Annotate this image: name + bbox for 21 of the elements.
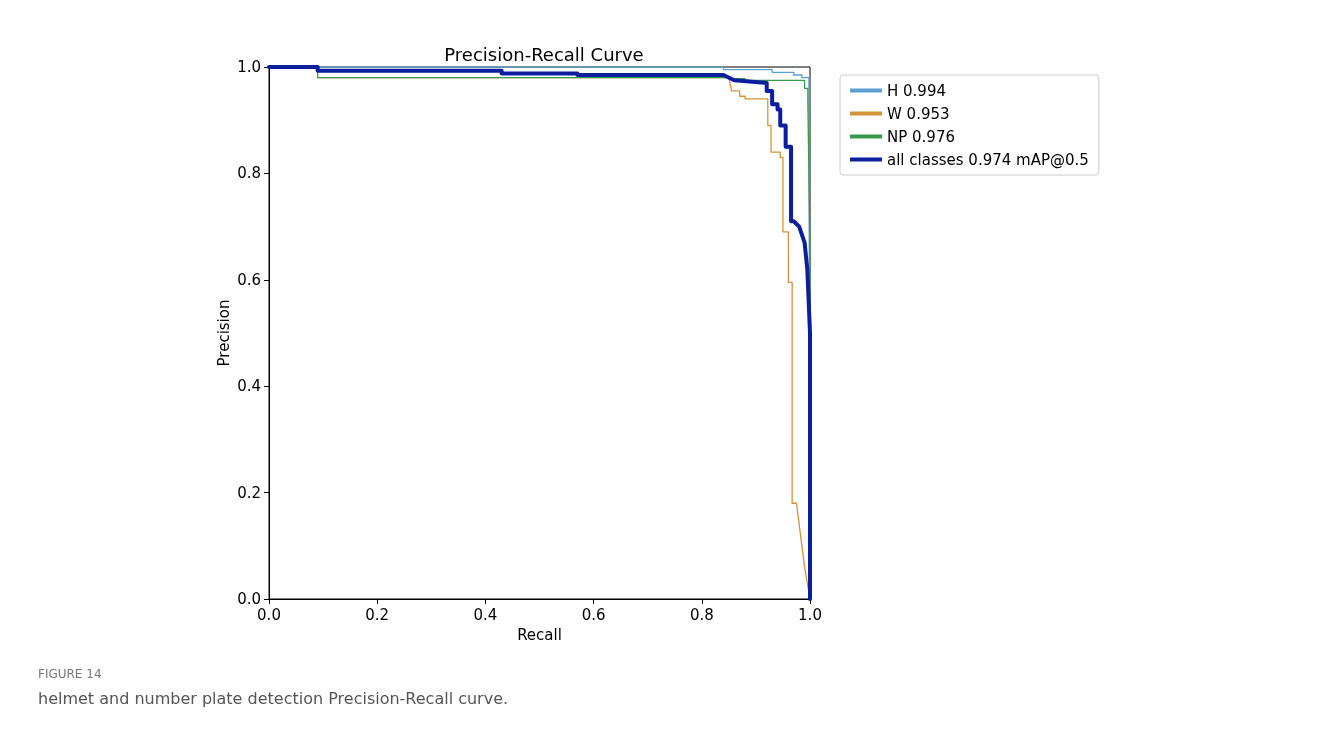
y-tick-label: 0.6 — [237, 270, 261, 289]
chart-title: Precision-Recall Curve — [444, 43, 644, 65]
legend-label: W 0.953 — [887, 104, 950, 123]
x-tick-label: 1.0 — [798, 605, 822, 624]
legend-label: NP 0.976 — [887, 127, 955, 146]
x-tick-label: 0.4 — [473, 605, 498, 624]
y-tick-label: 0.0 — [237, 590, 261, 608]
y-tick-label: 0.8 — [237, 164, 261, 183]
y-axis-title: Precision — [214, 299, 233, 367]
y-tick-label: 0.4 — [237, 377, 261, 396]
caption: FIGURE 14 — [38, 667, 102, 681]
x-tick-label: 0.0 — [257, 605, 281, 624]
x-tick-label: 0.8 — [689, 605, 714, 624]
x-axis-title: Recall — [517, 625, 562, 644]
x-tick-label: 0.2 — [365, 605, 390, 624]
legend-label: H 0.994 — [887, 81, 946, 100]
x-tick-label: 0.6 — [581, 605, 606, 624]
text: helmet and number plate detection Precision-Recall curve. — [38, 688, 509, 708]
legend-label: all classes 0.974 mAP@0.5 — [887, 150, 1089, 169]
y-tick-label: 0.2 — [237, 483, 261, 502]
y-tick-label: 1.0 — [237, 58, 261, 76]
